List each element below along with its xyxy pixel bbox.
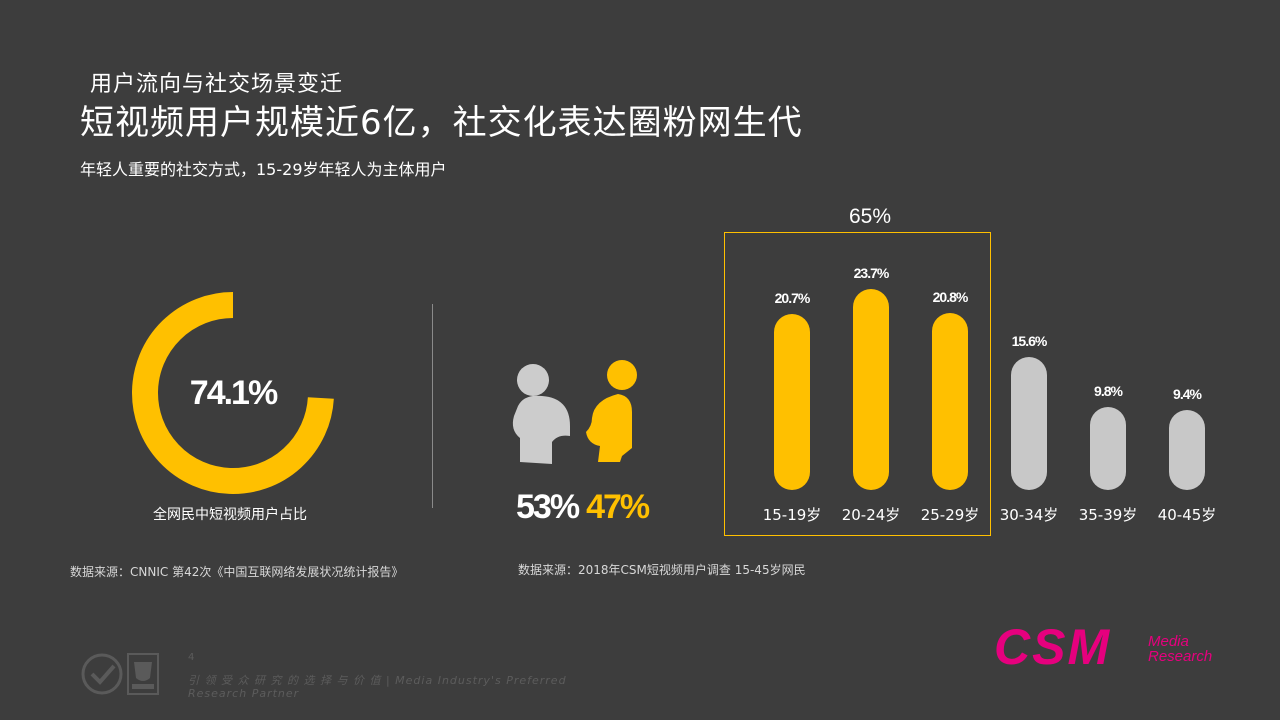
- female-ratio: 47%: [586, 488, 650, 526]
- donut-value: 74.1%: [189, 373, 278, 412]
- bar-value-label: 20.8%: [932, 289, 969, 306]
- bar-25-29岁: [932, 313, 968, 490]
- source-right: 数据来源：2018年CSM短视频用户调查 15-45岁网民: [518, 563, 806, 577]
- bar-20-24岁: [853, 288, 889, 490]
- bar-value-label: 23.7%: [853, 264, 890, 281]
- source-left: 数据来源：CNNIC 第42次《中国互联网络发展状况统计报告》: [70, 565, 404, 579]
- male-ratio: 53%: [516, 488, 580, 526]
- gender-ratio: 53% 47%: [516, 488, 650, 527]
- slide-title: 短视频用户规模近6亿，社交化表达圈粉网生代: [80, 103, 803, 143]
- donut-arc: [132, 292, 334, 494]
- bar-category-label: 30-34岁: [999, 506, 1059, 524]
- male-person-icon: [512, 364, 570, 464]
- section-divider: [432, 304, 433, 508]
- bar-category-label: 15-19岁: [762, 506, 822, 524]
- bar-category-label: 25-29岁: [920, 506, 980, 524]
- bar-category-label: 20-24岁: [841, 506, 901, 524]
- csm-logo-subtitle: Media Research: [1148, 634, 1212, 664]
- gender-icon-group: [512, 360, 637, 464]
- bar-30-34岁: [1011, 357, 1047, 490]
- bar-value-label: 9.4%: [1173, 386, 1202, 403]
- bar-value-label: 20.7%: [774, 290, 811, 307]
- bar-value-label: 15.6%: [1011, 333, 1048, 350]
- bar-15-19岁: [774, 314, 810, 490]
- logo-sub-research: Research: [1148, 648, 1213, 665]
- bar-35-39岁: [1090, 406, 1126, 490]
- donut-label: 全网民中短视频用户占比: [153, 507, 307, 523]
- footer-tagline: 引 领 受 众 研 究 的 选 择 与 价 值 | Media Industry…: [188, 674, 567, 700]
- certification-icon: [81, 653, 159, 695]
- bar-category-label: 40-45岁: [1157, 506, 1217, 524]
- slide-kicker: 用户流向与社交场景变迁: [90, 72, 344, 97]
- page-number: 4: [188, 652, 195, 663]
- donut-chart: [132, 292, 334, 494]
- csm-logo: CSM: [994, 619, 1112, 675]
- bar-category-label: 35-39岁: [1078, 506, 1138, 524]
- bar-40-45岁: [1169, 410, 1205, 490]
- slide-subtitle: 年轻人重要的社交方式，15-29岁年轻人为主体用户: [80, 160, 447, 179]
- highlight-label: 65%: [848, 205, 892, 228]
- highlight-box: [724, 232, 991, 536]
- logo-sub-media: Media: [1148, 633, 1189, 650]
- female-person-icon: [586, 360, 637, 462]
- bar-value-label: 9.8%: [1094, 382, 1123, 399]
